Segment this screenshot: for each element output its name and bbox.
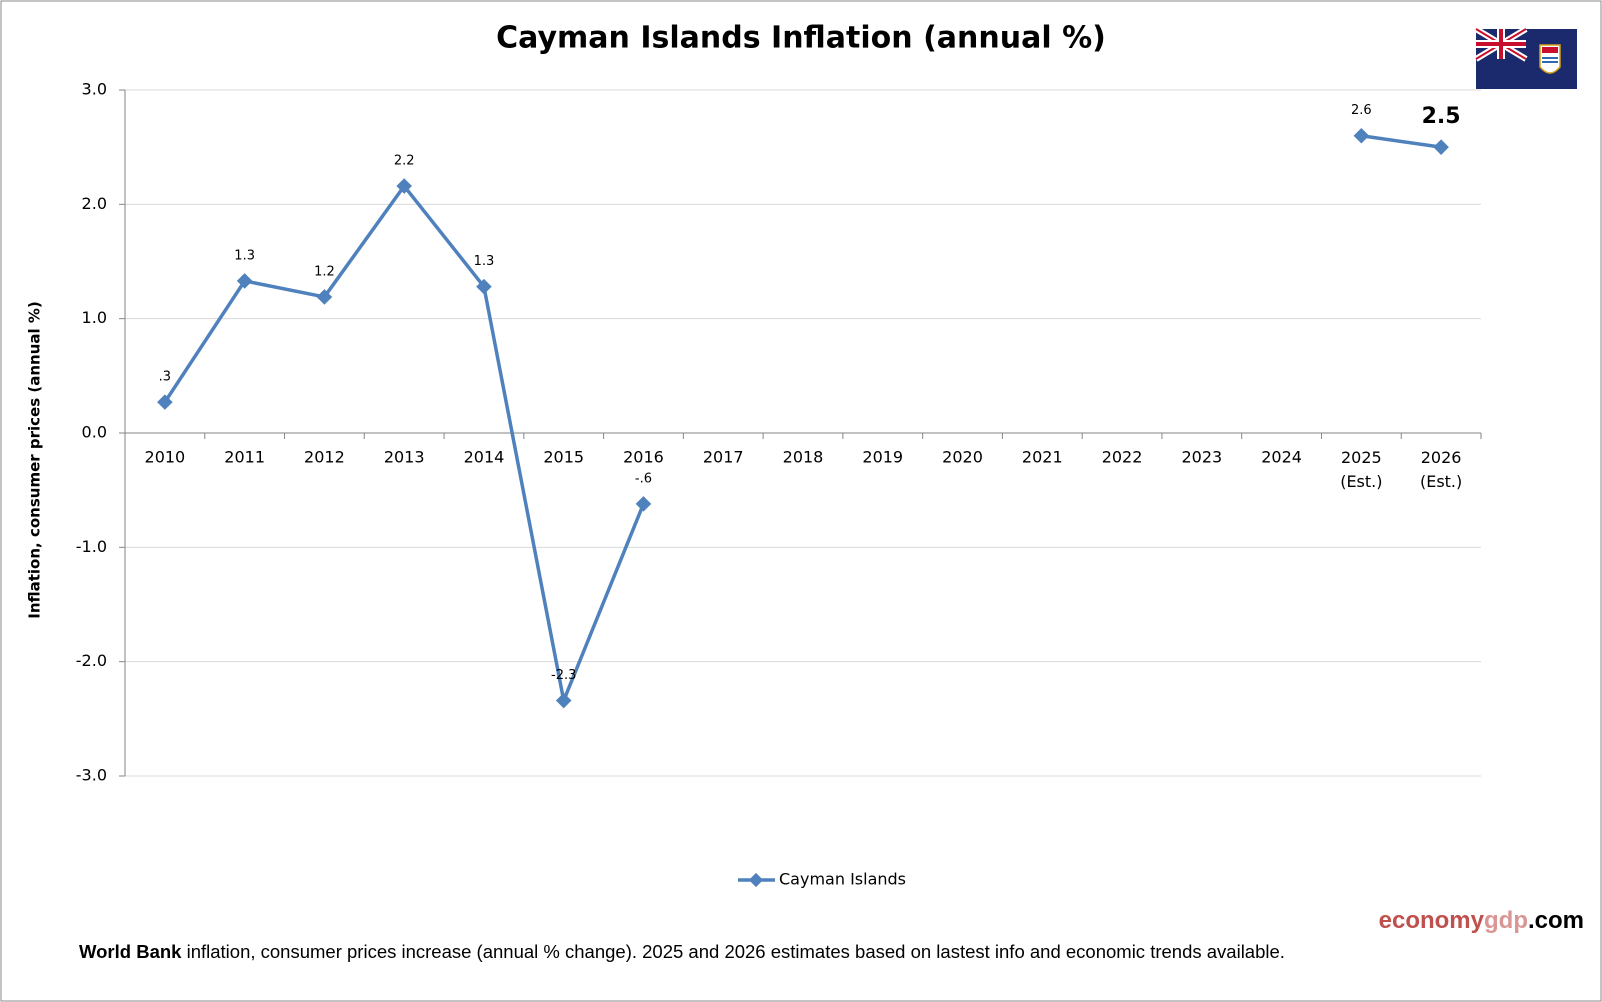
x-tick-label: 2012 [304,448,345,467]
y-tick-label: -3.0 [76,766,107,785]
data-label: 1.2 [314,264,335,279]
y-axis-label: Inflation, consumer prices (annual %) [26,301,44,619]
source-note: World Bank inflation, consumer prices in… [79,941,1285,962]
watermark-part: gdp [1484,907,1528,934]
chart-title: Cayman Islands Inflation (annual %) [496,21,1106,56]
x-tick-label: 2020 [942,448,983,467]
x-tick-label: 2026 (Est.) [1420,448,1462,491]
y-tick-label: -1.0 [76,537,107,556]
x-tick-label: 2019 [862,448,903,467]
data-point [157,394,173,410]
series-line [1361,134,1442,149]
x-tick-label: 2017 [703,448,744,467]
x-tick-label: 2016 [623,448,664,467]
x-tick-label: 2011 [224,448,265,467]
x-tick-label: 2018 [783,448,824,467]
y-tick-label: -2.0 [76,651,107,670]
data-point [1353,127,1370,144]
x-tick-label: 2014 [464,448,505,467]
data-label: 1.3 [234,248,255,263]
x-tick-label: 2013 [384,448,425,467]
legend-label: Cayman Islands [779,870,906,889]
x-tick-label: 2015 [543,448,584,467]
data-point [1433,139,1449,155]
y-tick-label: 3.0 [82,80,107,99]
data-label: 2.2 [394,154,415,169]
source-text: inflation, consumer prices increase (ann… [187,941,1285,962]
data-label: 2.5 [1422,104,1461,129]
y-tick-label: 1.0 [82,308,107,327]
data-point [396,178,412,194]
data-label: -2.3 [551,668,576,683]
data-point [236,273,253,289]
y-tick-label: 2.0 [82,194,107,213]
x-tick-label: 2024 [1261,448,1302,467]
watermark-part: .com [1528,907,1584,934]
x-tick-label: 2021 [1022,448,1063,467]
data-label: .3 [159,370,171,385]
watermark-part: economy [1379,907,1485,934]
data-label: 2.6 [1351,103,1372,118]
watermark: economygdp.com [1379,907,1584,934]
legend-marker [748,872,764,888]
flag [1474,26,1577,89]
source-bold: World Bank [79,941,182,962]
data-label: 1.3 [474,254,495,269]
data-label: -.6 [635,471,652,486]
x-tick-label: 2023 [1181,448,1222,467]
data-point [555,692,572,709]
y-tick-label: 0.0 [82,423,107,442]
x-tick-label: 2010 [145,448,186,467]
x-tick-label: 2022 [1102,448,1143,467]
x-tick-label: 2025 (Est.) [1340,448,1382,491]
